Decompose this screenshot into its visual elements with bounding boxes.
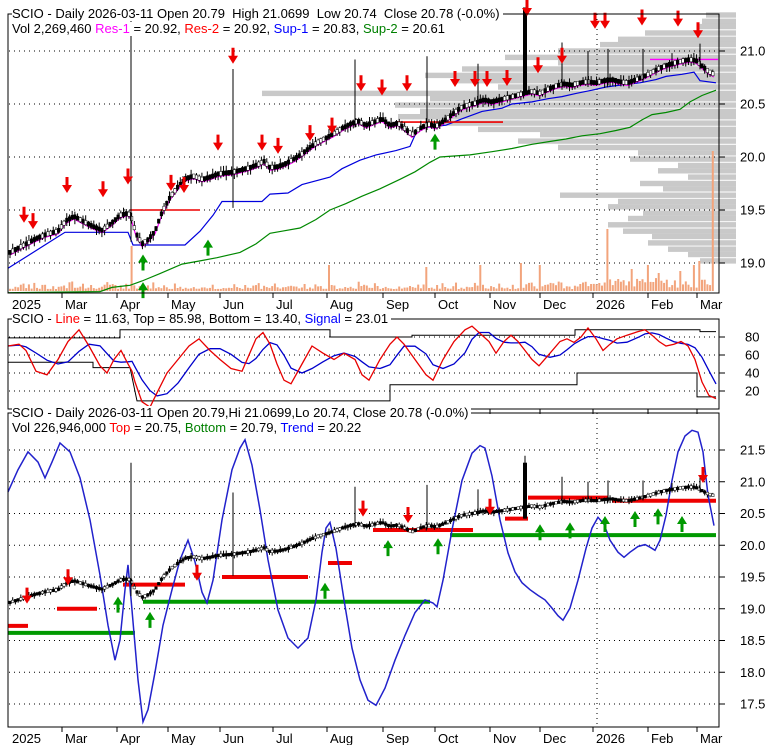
panel1-frame: 21.0 20.5 20.0 19.5 19.0	[7, 13, 765, 294]
svg-text:2025: 2025	[12, 297, 41, 312]
svg-text:17.5: 17.5	[740, 697, 765, 712]
svg-text:2026: 2026	[596, 297, 625, 312]
panel2-title: SCIO - Line = 11.63, Top = 85.98, Bottom…	[12, 312, 392, 326]
svg-text:18.5: 18.5	[740, 633, 765, 648]
svg-text:Dec: Dec	[543, 731, 567, 745]
svg-text:20.5: 20.5	[740, 97, 765, 112]
panel1-candlesticks	[8, 7, 715, 259]
svg-text:Nov: Nov	[493, 297, 517, 312]
svg-text:Feb: Feb	[651, 297, 673, 312]
svg-text:Apr: Apr	[120, 297, 141, 312]
svg-text:19.5: 19.5	[740, 570, 765, 585]
svg-text:19.0: 19.0	[740, 601, 765, 616]
svg-text:Mar: Mar	[700, 297, 723, 312]
panel3-title-line2: Vol 226,946,000 Top = 20.75, Bottom = 20…	[12, 421, 365, 435]
svg-text:21.0: 21.0	[740, 44, 765, 59]
svg-text:Mar: Mar	[700, 731, 723, 745]
panel2-gridlines	[9, 336, 718, 392]
panel3-title-line1: SCIO - Daily 2026-03-11 Open 20.79,Hi 21…	[12, 406, 472, 420]
panel1-title-line1: SCIO - Daily 2026-03-11 Open 20.79 High …	[12, 7, 503, 21]
svg-text:80: 80	[745, 330, 759, 345]
panel3-trend-wave	[7, 429, 715, 725]
svg-text:60: 60	[745, 348, 759, 363]
panel3-candlesticks	[8, 455, 715, 606]
svg-text:Mar: Mar	[65, 731, 88, 745]
svg-text:Dec: Dec	[543, 297, 567, 312]
volume-by-price-histogram	[262, 12, 736, 264]
svg-text:Mar: Mar	[65, 297, 88, 312]
panel3-frame: 21.5 21.0 20.5 20.0 19.5 19.0 18.5 18.0 17.5	[7, 412, 765, 728]
svg-text:Oct: Oct	[438, 297, 459, 312]
svg-text:Jul: Jul	[276, 731, 293, 745]
svg-text:Apr: Apr	[120, 731, 141, 745]
svg-text:May: May	[171, 297, 196, 312]
panel3-signal-arrows	[22, 467, 708, 628]
svg-text:20.0: 20.0	[740, 538, 765, 553]
panel3-level-segments	[8, 495, 716, 635]
panel1-x-axis: 2025 Mar Apr May Jun Jul Aug Sep Oct Nov Dec 2026 Fe…	[12, 293, 723, 312]
panel1-gridlines	[9, 14, 718, 293]
svg-text:Sep: Sep	[386, 731, 409, 745]
svg-text:21.0: 21.0	[740, 474, 765, 489]
svg-text:20.0: 20.0	[740, 150, 765, 165]
panel3-x-axis: 2025 Mar Apr May Jun Jul Aug Sep Oct Nov Dec 2026 Fe…	[12, 727, 723, 745]
svg-text:2025: 2025	[12, 731, 41, 745]
svg-text:Aug: Aug	[330, 731, 353, 745]
panel1-signal-arrows	[19, 0, 703, 299]
svg-text:19.0: 19.0	[740, 256, 765, 271]
svg-text:Jul: Jul	[276, 297, 293, 312]
svg-text:20.5: 20.5	[740, 506, 765, 521]
svg-text:May: May	[171, 731, 196, 745]
svg-text:Oct: Oct	[438, 731, 459, 745]
panel3-gridlines	[9, 413, 718, 727]
svg-text:18.0: 18.0	[740, 665, 765, 680]
svg-text:19.5: 19.5	[740, 203, 765, 218]
svg-text:Aug: Aug	[330, 297, 353, 312]
panel1-title-line2: Vol 2,269,460 Res-1 = 20.92, Res-2 = 20.…	[12, 22, 449, 36]
svg-text:40: 40	[745, 366, 759, 381]
svg-text:2026: 2026	[596, 731, 625, 745]
svg-text:Feb: Feb	[651, 731, 673, 745]
svg-text:21.5: 21.5	[740, 443, 765, 458]
svg-text:Jun: Jun	[223, 731, 244, 745]
svg-text:Nov: Nov	[493, 731, 517, 745]
panel2-oscillator	[7, 325, 717, 409]
svg-text:Jun: Jun	[223, 297, 244, 312]
svg-text:20: 20	[745, 384, 759, 399]
svg-text:Sep: Sep	[386, 297, 409, 312]
